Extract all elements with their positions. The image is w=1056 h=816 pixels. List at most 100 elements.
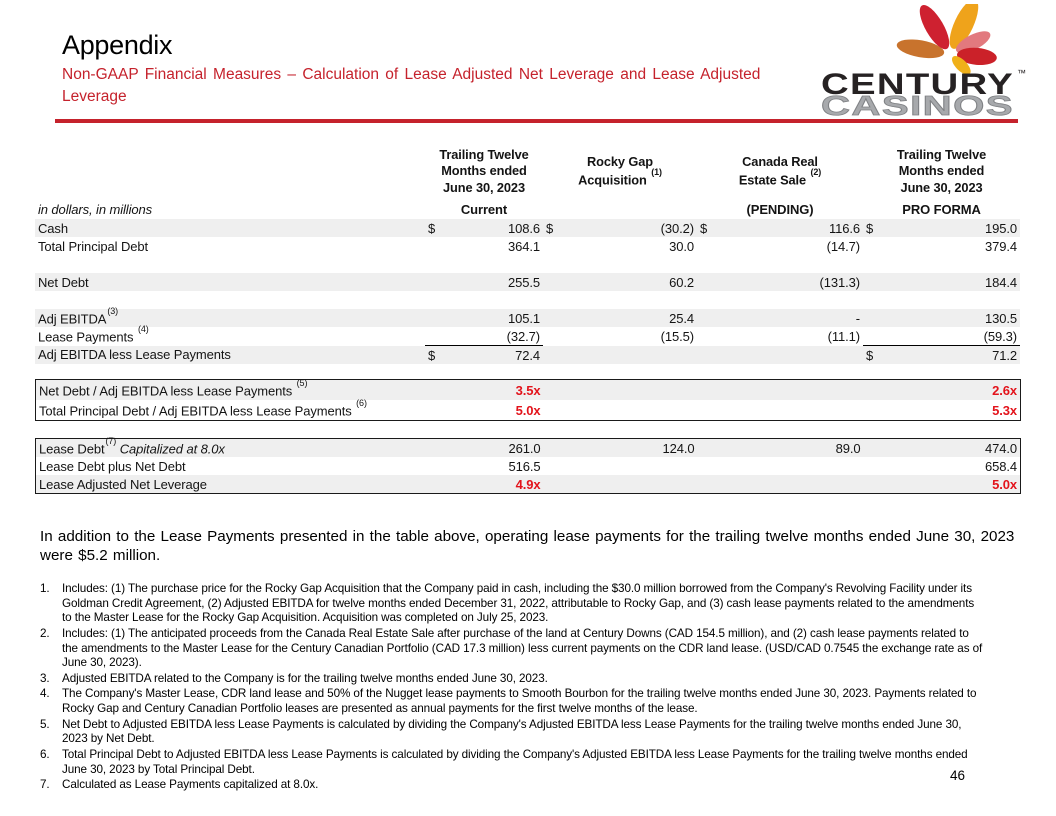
spacer-cell	[35, 291, 1021, 309]
column-header: Trailing Twelve Months ended June 30, 2023	[439, 146, 529, 195]
cell-value	[739, 457, 864, 475]
cell-dollar	[863, 309, 896, 327]
row-label: Total Principal Debt	[38, 238, 148, 254]
leverage-ratios-box: Net Debt / Adj EBITDA less Lease Payment…	[35, 378, 1021, 421]
cell-dollar	[426, 457, 456, 475]
row-label: Lease Debt(7) Capitalized at 8.0x	[35, 436, 426, 457]
logo-brand-bottom: CASINOS	[821, 90, 1014, 116]
cell-dollar	[425, 438, 456, 457]
footnote-number: 6.	[40, 747, 50, 761]
cell-value: 2.6x	[895, 379, 1021, 400]
cell-value: 124.0	[584, 438, 698, 457]
cell-value: 4.9x	[455, 475, 544, 494]
footnote-text: The Company's Master Lease, CDR land lea…	[62, 687, 977, 715]
cell-value	[584, 345, 698, 364]
footnotes-list: 1. Includes: (1) The purchase price for t…	[40, 582, 985, 794]
logo-trademark: ™	[1017, 68, 1026, 78]
cell-dollar	[543, 475, 585, 494]
cell-value: 5.0x	[895, 475, 1021, 494]
cell-dollar	[697, 273, 739, 291]
footnote-number: 7.	[40, 778, 50, 792]
cell-dollar	[543, 327, 584, 346]
cell-dollar	[863, 237, 895, 255]
cell-dollar	[698, 400, 739, 421]
footnote-text: Includes: (1) The anticipated proceeds f…	[62, 626, 983, 670]
footnote-number: 1.	[40, 582, 50, 595]
spacer-cell	[35, 255, 1021, 273]
row-label: Net Debt / Adj EBITDA less Lease Payment…	[35, 378, 426, 400]
column-subheader: PRO FORMA	[902, 202, 981, 217]
cell-dollar	[425, 237, 455, 255]
cell-dollar	[864, 400, 896, 421]
page-title: Appendix	[62, 30, 173, 60]
cell-value	[585, 457, 698, 475]
table-row: Net Debt / Adj EBITDA less Lease Payment…	[35, 378, 1021, 400]
cell-value: 516.5	[508, 458, 541, 474]
cell-dollar	[543, 345, 585, 364]
footnote-item: 4. The Company's Master Lease, CDR land l…	[40, 687, 985, 716]
table-row: Adj EBITDA less Lease Payments $72.4 $71.2	[35, 345, 1021, 364]
cell-value: 195.0	[895, 219, 1021, 237]
cell-value: 30.0	[669, 238, 695, 254]
cell-value: 261.0	[455, 438, 544, 457]
cell-dollar	[543, 273, 585, 291]
cell-value: (15.5)	[660, 328, 695, 344]
footnote-item: 6. Total Principal Debt to Adjusted EBITD…	[40, 748, 985, 777]
cell-dollar	[543, 379, 585, 400]
column-header: Canada Real Estate Sale (2)	[738, 154, 822, 188]
footnote-item: 2. Includes: (1) The anticipated proceeds…	[40, 627, 985, 671]
column-subheader	[543, 200, 697, 219]
cell-dollar	[698, 457, 739, 475]
table-row: Total Principal Debt / Adj EBITDA less L…	[36, 397, 1021, 421]
column-subheader: Current	[460, 202, 508, 217]
cell-value	[739, 400, 864, 421]
cell-value: 5.0x	[515, 402, 541, 418]
column-header: Trailing Twelve Months ended June 30, 2023	[896, 146, 987, 195]
cell-value: 71.2	[895, 345, 1021, 364]
cell-value	[738, 475, 864, 494]
cell-dollar	[697, 237, 738, 255]
cell-value: 105.1	[455, 309, 544, 327]
cell-value: 658.4	[984, 458, 1017, 474]
cell-value: 184.4	[895, 273, 1021, 291]
footnote-text: Net Debt to Adjusted EBITDA less Lease P…	[62, 717, 962, 746]
cell-value	[584, 475, 698, 494]
cell-dollar	[863, 475, 896, 494]
footnote-item: 7. Calculated as Lease Payments capitaliz…	[40, 778, 985, 793]
table-row	[35, 255, 1021, 273]
row-label: Lease Payments (4)	[38, 324, 149, 345]
cell-dollar	[544, 457, 585, 475]
cell-dollar	[543, 237, 584, 255]
cell-dollar: $	[425, 345, 455, 364]
unit-label: in dollars, in millions	[38, 202, 153, 217]
cell-value	[584, 379, 698, 400]
corner-cell	[35, 143, 425, 200]
cell-dollar	[425, 309, 455, 327]
cell-dollar	[426, 400, 456, 421]
cell-value	[738, 345, 864, 364]
row-label: Adj EBITDA less Lease Payments	[35, 345, 425, 364]
cell-value: -	[738, 309, 864, 327]
cell-dollar	[425, 475, 456, 494]
row-label: Lease Adjusted Net Leverage	[35, 475, 426, 494]
cell-value: 474.0	[895, 438, 1021, 457]
row-label: Cash	[35, 219, 425, 237]
starburst-icon	[896, 4, 997, 75]
column-subheader: (PENDING)	[746, 202, 814, 217]
cell-value: (11.1)	[827, 328, 861, 344]
table-row: Lease Debt(7) Capitalized at 8.0x 261.0 12…	[35, 436, 1021, 457]
page-number: 46	[950, 768, 966, 783]
column-header: Rocky Gap Acquisition (1)	[578, 154, 662, 188]
cell-value: (131.3)	[738, 273, 864, 291]
cell-dollar: $	[543, 219, 585, 237]
cell-dollar	[697, 309, 739, 327]
row-label: Total Principal Debt / Adj EBITDA less L…	[39, 397, 367, 419]
cell-dollar	[697, 438, 739, 457]
cell-dollar	[543, 438, 585, 457]
cell-dollar: $	[863, 219, 896, 237]
sub-header-row: in dollars, in millions Current (PENDING) P…	[35, 200, 1020, 219]
cell-value: (32.7)	[506, 328, 541, 344]
footnote-text: Includes: (1) The purchase price for the…	[62, 582, 975, 625]
header-divider	[55, 119, 1018, 123]
